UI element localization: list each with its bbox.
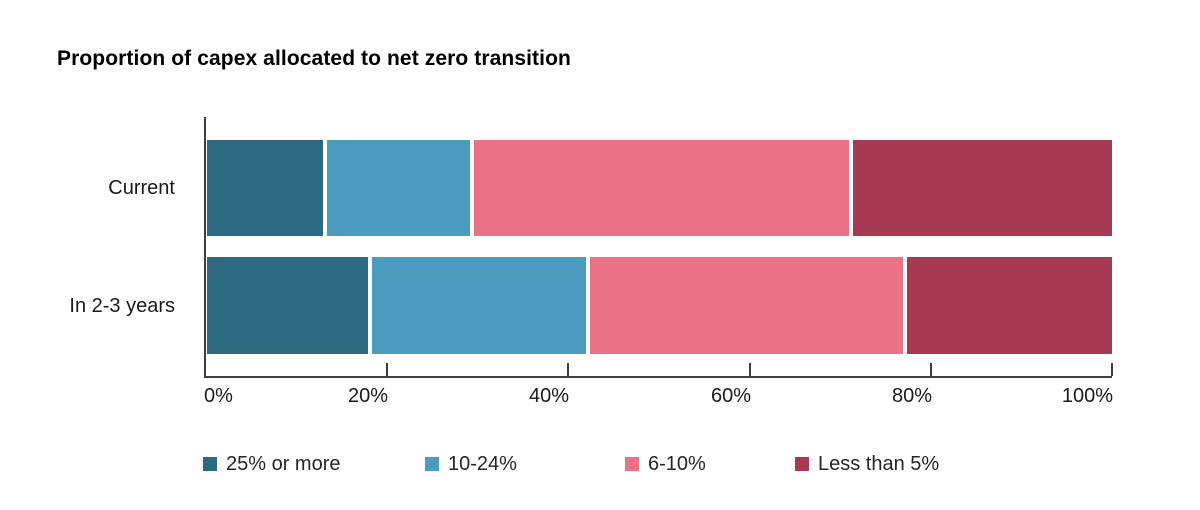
bar-row-current — [207, 140, 1112, 236]
bar-row-in-2-3-years — [207, 257, 1112, 354]
legend-swatch — [625, 457, 639, 471]
x-axis-tick — [930, 363, 932, 376]
legend-swatch — [203, 457, 217, 471]
legend-item: Less than 5% — [795, 452, 939, 476]
legend-swatch — [425, 457, 439, 471]
category-label: Current — [108, 177, 175, 199]
bar-segment — [327, 140, 470, 236]
x-axis-tick-label: 80% — [891, 385, 932, 407]
x-axis-tick — [567, 363, 569, 376]
x-axis-line — [204, 376, 1112, 378]
legend-label: Less than 5% — [818, 453, 940, 475]
legend-label: 25% or more — [226, 453, 341, 475]
category-label: In 2-3 years — [69, 294, 175, 317]
legend-item: 25% or more — [203, 452, 341, 476]
bar-segment — [473, 140, 850, 236]
legend-swatch — [795, 457, 809, 471]
x-axis-tick-label: 40% — [528, 385, 569, 407]
bar-segment — [371, 257, 587, 354]
x-axis-tick-label: 20% — [347, 385, 388, 407]
bar-segment — [906, 257, 1112, 354]
x-axis-tick-label: 0% — [204, 385, 233, 407]
bar-segment — [853, 140, 1112, 236]
x-axis-tick-label: 60% — [710, 385, 751, 407]
legend-label: 6-10% — [648, 453, 706, 475]
chart-title: Proportion of capex allocated to net zer… — [57, 47, 571, 70]
bar-segment — [207, 257, 368, 354]
bar-segment — [207, 140, 324, 236]
y-axis-line — [204, 117, 206, 378]
x-axis-tick-label: 100% — [1061, 385, 1113, 407]
legend-item: 6-10% — [625, 452, 706, 476]
x-axis-tick — [749, 363, 751, 376]
bar-segment — [590, 257, 903, 354]
x-axis-tick — [1111, 363, 1113, 376]
x-axis-tick — [386, 363, 388, 376]
legend-label: 10-24% — [448, 453, 517, 475]
legend-item: 10-24% — [425, 452, 517, 476]
